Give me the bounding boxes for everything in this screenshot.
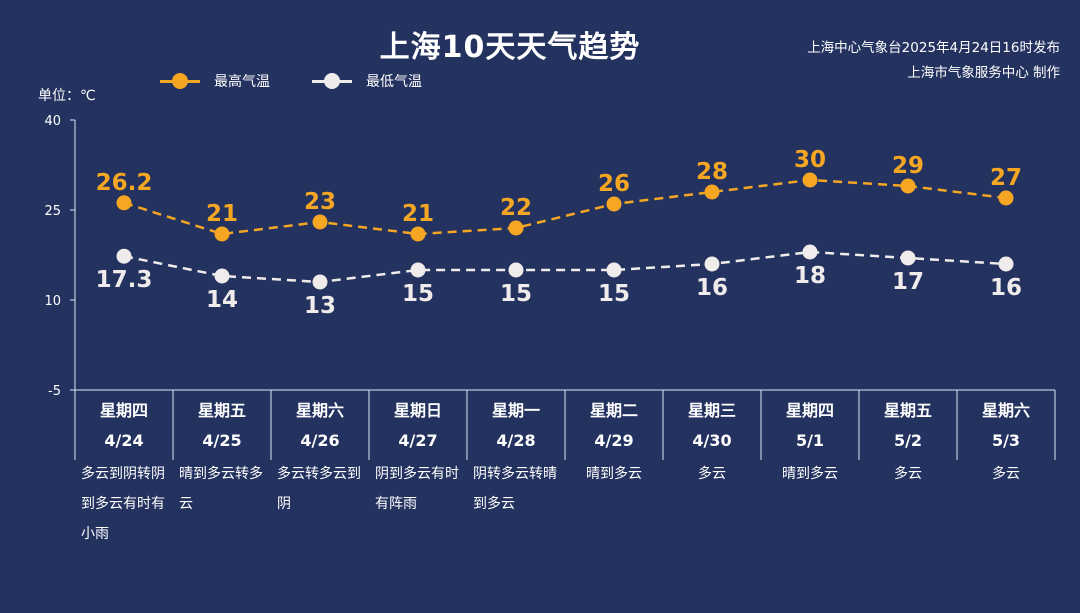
high-temp-label: 26.2 (96, 170, 153, 196)
day-weather: 阴转多云转晴到多云 (473, 466, 557, 512)
low-temp-point (704, 256, 720, 272)
low-temp-point (116, 248, 132, 264)
day-weekday: 星期六 (981, 401, 1030, 420)
high-temp-line (123, 178, 1007, 236)
low-temp-label: 15 (500, 281, 532, 307)
day-weather: 多云转多云到阴 (277, 466, 361, 512)
low-temp-label: 16 (696, 275, 728, 301)
day-date: 4/26 (300, 431, 340, 450)
day-date: 5/3 (991, 431, 1021, 450)
low-temp-label: 13 (304, 293, 336, 319)
day-date: 4/24 (104, 431, 144, 450)
day-weather: 晴到多云 (782, 466, 838, 482)
high-temp-label: 30 (794, 147, 826, 173)
legend-high-label: 最高气温 (214, 74, 270, 90)
day-weekday: 星期四 (785, 401, 834, 420)
day-date: 4/25 (202, 431, 242, 450)
high-temp-point (410, 226, 426, 242)
legend-high-marker-icon (160, 72, 200, 90)
day-column: 星期日 4/27 阴到多云有时有阵雨 (369, 396, 467, 519)
day-column: 星期六 5/3 多云 (957, 396, 1055, 489)
low-temp-point (410, 262, 426, 278)
legend-low-marker-icon (312, 72, 352, 90)
high-temp-point (116, 195, 132, 211)
publisher-credit: 上海中心气象台2025年4月24日16时发布 (807, 40, 1060, 56)
low-temp-point (508, 262, 524, 278)
day-column: 星期二 4/29 晴到多云 (565, 396, 663, 489)
day-weather: 阴到多云有时有阵雨 (375, 466, 459, 512)
low-temp-point (606, 262, 622, 278)
y-tick-label: -5 (48, 384, 61, 399)
y-tick-label: 40 (44, 114, 61, 129)
day-date: 5/2 (893, 431, 923, 450)
day-weekday: 星期五 (883, 401, 932, 420)
high-temp-point (508, 220, 524, 236)
day-column: 星期四 4/24 多云到阴转阴到多云有时有小雨 (75, 396, 173, 549)
high-temp-label: 23 (304, 189, 336, 215)
page-title: 上海10天天气趋势 (379, 30, 641, 65)
day-column: 星期六 4/26 多云转多云到阴 (271, 396, 369, 519)
low-temp-label: 15 (402, 281, 434, 307)
low-temp-point (802, 244, 818, 260)
low-temp-label: 17 (892, 269, 924, 295)
high-temp-label: 21 (402, 201, 434, 227)
low-temp-point (214, 268, 230, 284)
high-temp-point (704, 184, 720, 200)
low-temp-label: 14 (206, 287, 238, 313)
low-temp-point (900, 250, 916, 266)
high-temp-label: 26 (598, 171, 630, 197)
high-temp-point (998, 190, 1014, 206)
day-weather: 晴到多云转多云 (179, 466, 263, 512)
high-temp-point (606, 196, 622, 212)
day-date: 4/30 (692, 431, 732, 450)
low-temp-label: 17.3 (96, 267, 153, 293)
day-column: 星期一 4/28 阴转多云转晴到多云 (467, 396, 565, 519)
high-temp-point (214, 226, 230, 242)
day-column: 星期三 4/30 多云 (663, 396, 761, 489)
day-weather: 晴到多云 (586, 466, 642, 482)
day-weekday: 星期二 (589, 401, 638, 420)
high-temp-label: 28 (696, 159, 728, 185)
legend-low: 最低气温 (312, 72, 422, 90)
day-column: 星期五 5/2 多云 (859, 396, 957, 489)
day-weekday: 星期五 (197, 401, 246, 420)
day-weekday: 星期日 (393, 401, 442, 420)
day-weekday: 星期四 (99, 401, 148, 420)
high-temp-point (802, 172, 818, 188)
y-tick-label: 25 (44, 204, 61, 219)
day-weekday: 星期六 (295, 401, 344, 420)
day-date: 5/1 (795, 431, 825, 450)
day-weather: 多云 (894, 466, 922, 482)
low-temp-point (312, 274, 328, 290)
high-temp-label: 29 (892, 153, 924, 179)
producer-credit: 上海市气象服务中心 制作 (907, 65, 1060, 81)
high-temp-label: 21 (206, 201, 238, 227)
low-temp-point (998, 256, 1014, 272)
low-temp-label: 16 (990, 275, 1022, 301)
high-temp-label: 22 (500, 195, 532, 221)
day-date: 4/29 (594, 431, 634, 450)
unit-label: 单位：℃ (38, 88, 96, 104)
day-weather: 多云 (992, 466, 1020, 482)
day-date: 4/27 (398, 431, 438, 450)
y-tick-label: 10 (44, 294, 61, 309)
day-weather: 多云 (698, 466, 726, 482)
legend-high: 最高气温 (160, 72, 270, 90)
day-column: 星期五 4/25 晴到多云转多云 (173, 396, 271, 519)
low-temp-line (123, 250, 1007, 284)
high-temp-label: 27 (990, 165, 1022, 191)
day-weekday: 星期三 (687, 401, 736, 420)
day-column: 星期四 5/1 晴到多云 (761, 396, 859, 489)
day-weekday: 星期一 (491, 401, 540, 420)
high-temp-point (312, 214, 328, 230)
day-weather: 多云到阴转阴到多云有时有小雨 (81, 466, 165, 542)
high-temp-point (900, 178, 916, 194)
low-temp-label: 18 (794, 263, 826, 289)
low-temp-label: 15 (598, 281, 630, 307)
legend-low-label: 最低气温 (366, 74, 422, 90)
day-date: 4/28 (496, 431, 536, 450)
